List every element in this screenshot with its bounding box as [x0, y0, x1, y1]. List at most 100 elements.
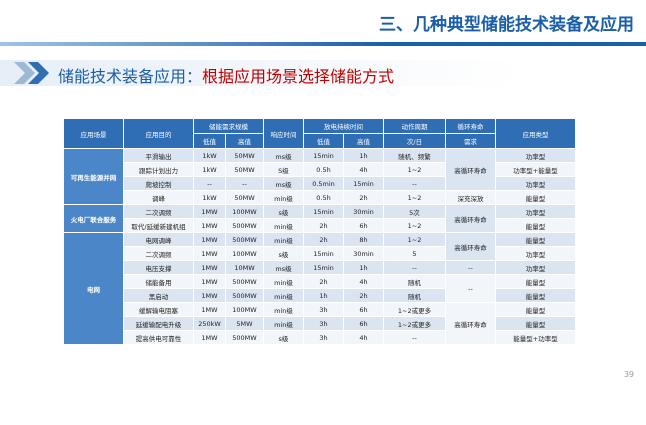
table-cell: 功率型+能量型 — [495, 162, 576, 177]
table-cell: min级 — [263, 288, 304, 303]
table-cell: 50MW — [225, 148, 264, 163]
header-cell: 响应时间 — [263, 118, 304, 149]
arrow-icon — [14, 62, 49, 84]
table-cell: 100MW — [225, 204, 264, 219]
table-cell: 能量型 — [495, 288, 576, 303]
table-cell: ms级 — [263, 260, 304, 275]
table-cell: 能量型+功率型 — [495, 330, 576, 345]
table-row: 可再生能源并网 平滑输出 1kW 50MW ms级 15min 1h 随机、频繁 高循环寿命 功率… — [63, 148, 576, 205]
header-rule — [0, 42, 646, 46]
table-cell: 1~2 — [383, 218, 446, 233]
table-cell: 1MW — [193, 204, 226, 219]
table-cell: 6h — [343, 316, 384, 331]
header-cell: 放电持续时间 — [303, 118, 384, 134]
table-cell: 1h — [343, 148, 384, 163]
table-cell: 500MW — [225, 330, 264, 345]
table-cell: 1MW — [193, 246, 226, 261]
table-cell: 500MW — [225, 232, 264, 247]
table-cell: 1MW — [193, 218, 226, 233]
table-cell: 平滑输出 — [123, 148, 194, 163]
table-cell: ms级 — [263, 148, 304, 163]
table-cell: 0.5h — [303, 190, 344, 205]
header-cell: 储能需求规模 — [193, 118, 264, 134]
table-cell: -- — [225, 176, 264, 191]
table-row: 电压支撑 1MW 10MW ms级 15min 1h -- -- 功率型 — [64, 260, 576, 275]
storage-table: 应用场景 应用目的 储能需求规模 响应时间 放电持续时间 动作周期 循环寿命 应… — [63, 118, 576, 345]
table-cell: -- — [193, 176, 226, 191]
table-row: 二次调频 1MW 100MW s级 15min 30min 5 功率型 — [64, 246, 576, 261]
table-row: 爬坡控制 -- -- ms级 0.5min 15min -- 功率型 — [64, 176, 576, 191]
table-row: 调峰 1kW 50MW min级 0.5h 2h 1~2 深充深放 能量型 — [64, 190, 576, 205]
table-cell: 1h — [343, 260, 384, 275]
subtitle-main: 根据应用场景选择储能方式 — [202, 67, 395, 86]
subtitle-band — [0, 60, 520, 86]
table-cell: 1~2 — [383, 162, 446, 177]
table-cell: 15min — [303, 204, 344, 219]
life-cell: 深充深放 — [445, 190, 496, 205]
header-cell: 循环寿命 — [445, 118, 496, 134]
table-cell: 1MW — [193, 288, 226, 303]
table-cell: 功率型 — [495, 246, 576, 261]
life-cell: 高循环寿命 — [445, 204, 496, 233]
table-cell: min级 — [263, 232, 304, 247]
table-cell: 30min — [343, 246, 384, 261]
life-cell: 高循环寿命 — [445, 232, 496, 261]
table-cell: 50MW — [225, 190, 264, 205]
table-row: 缓解输电阻塞 1MW 100MW min级 3h 6h 1~2或更多 高循环寿命 能量型 — [64, 302, 576, 345]
table-cell: 4h — [343, 162, 384, 177]
table-cell: 3h — [303, 316, 344, 331]
table-cell: 15min — [303, 148, 344, 163]
table-cell: 4h — [343, 330, 384, 345]
table-cell: 能量型 — [495, 218, 576, 233]
table-cell: 1kW — [193, 148, 226, 163]
table-row: 黑启动 1MW 500MW min级 1h 2h 随机 能量型 — [64, 288, 576, 303]
table-cell: 功率型 — [495, 260, 576, 275]
table-cell: 跟踪计划出力 — [123, 162, 194, 177]
scenario-cell: 火电厂联合服务 — [63, 204, 124, 233]
table-cell: 500MW — [225, 288, 264, 303]
header-cell: 高值 — [225, 133, 264, 149]
table-cell: 5次 — [383, 204, 446, 219]
table-cell: 随机 — [383, 274, 446, 289]
scenario-cell: 电网 — [63, 232, 124, 345]
table-cell: 1kW — [193, 162, 226, 177]
table-cell: 1~2或更多 — [383, 302, 446, 317]
table-cell: 2h — [303, 218, 344, 233]
table-cell: 250kW — [193, 316, 226, 331]
table-cell: 3h — [303, 330, 344, 345]
table-cell: 1~2或更多 — [383, 316, 446, 331]
header-cell: 次/日 — [383, 133, 446, 149]
table-cell: 功率型 — [495, 204, 576, 219]
table-cell: -- — [383, 330, 446, 345]
table-cell: 10MW — [225, 260, 264, 275]
header-cell: 动作周期 — [383, 118, 446, 134]
table-cell: 取代/延缓新建机组 — [123, 218, 194, 233]
header-cell: 应用场景 — [63, 118, 124, 149]
life-cell: -- — [445, 260, 496, 275]
table-cell: 二次调频 — [123, 246, 194, 261]
table-cell: s级 — [263, 204, 304, 219]
table-cell: 50MW — [225, 162, 264, 177]
table-cell: -- — [383, 260, 446, 275]
table-cell: 15min — [343, 176, 384, 191]
header-cell: 高值 — [343, 133, 384, 149]
table-cell: min级 — [263, 274, 304, 289]
table-cell: 随机、频繁 — [383, 148, 446, 163]
table-cell: min级 — [263, 302, 304, 317]
table-row: 跟踪计划出力 1kW 50MW S级 0.5h 4h 1~2 功率型+能量型 — [64, 162, 576, 177]
table-cell: -- — [383, 176, 446, 191]
table-cell: 1MW — [193, 274, 226, 289]
table-row: 火电厂联合服务 二次调频 1MW 100MW s级 15min 30min 5次 高循环寿命 功率… — [63, 204, 576, 233]
table-cell: 1MW — [193, 330, 226, 345]
table-row: 电网 电网调峰 1MW 500MW min级 2h 8h 1~2 高循环寿命 能量型 — [63, 232, 576, 345]
table-cell: 6h — [343, 302, 384, 317]
table-cell: s级 — [263, 246, 304, 261]
table-cell: ms级 — [263, 176, 304, 191]
table-cell: min级 — [263, 218, 304, 233]
table-cell: 500MW — [225, 218, 264, 233]
table-cell: 100MW — [225, 246, 264, 261]
table-cell: 8h — [343, 232, 384, 247]
table-cell: 1kW — [193, 190, 226, 205]
table-cell: 15min — [303, 260, 344, 275]
